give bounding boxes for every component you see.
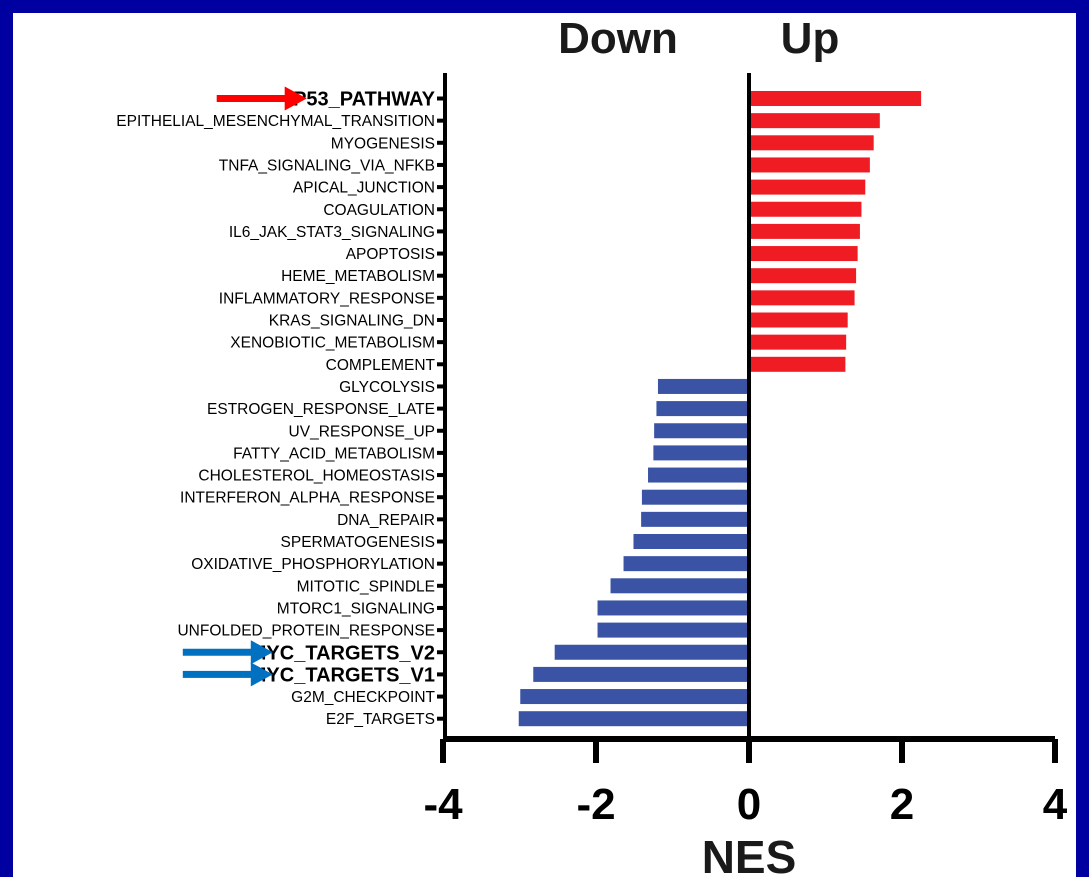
bar xyxy=(749,135,874,151)
arrow-shaft xyxy=(182,648,253,656)
x-tick-label: -4 xyxy=(423,780,463,829)
category-label: UNFOLDED_PROTEIN_RESPONSE xyxy=(177,623,435,640)
category-label: HEME_METABOLISM xyxy=(281,268,435,285)
x-tick-label: 4 xyxy=(1043,780,1068,829)
x-axis-title: NES xyxy=(702,831,797,877)
bar xyxy=(653,445,749,461)
bar xyxy=(597,600,749,616)
bar xyxy=(749,312,848,328)
bar xyxy=(749,356,846,372)
category-label: COMPLEMENT xyxy=(326,357,436,374)
category-label: CHOLESTEROL_HOMEOSTASIS xyxy=(198,468,435,485)
category-label: E2F_TARGETS xyxy=(326,711,435,728)
bar xyxy=(641,489,749,505)
highlight-arrow-icon xyxy=(182,662,273,687)
bar xyxy=(749,157,870,173)
category-label: MYOGENESIS xyxy=(331,135,435,152)
arrow-head xyxy=(250,640,273,665)
arrow-shaft xyxy=(216,95,287,102)
bar xyxy=(749,223,860,239)
nes-bar-chart: Down Up -4 -2 0 2 4 P53_PATHWAY EPITHELIAL_ME… xyxy=(116,14,1068,877)
category-label: GLYCOLYSIS xyxy=(339,379,435,396)
bar xyxy=(656,401,749,417)
category-label: INFLAMMATORY_RESPONSE xyxy=(219,290,435,307)
category-label: MTORC1_SIGNALING xyxy=(277,600,435,617)
header-down: Down xyxy=(558,14,678,63)
bar xyxy=(749,268,857,284)
bar xyxy=(623,556,749,572)
bar xyxy=(533,666,749,682)
bar xyxy=(648,467,749,483)
category-label: XENOBIOTIC_METABOLISM xyxy=(230,335,435,352)
bar xyxy=(657,378,749,394)
category-label: IL6_JAK_STAT3_SIGNALING xyxy=(229,224,435,241)
labels-layer: P53_PATHWAY EPITHELIAL_MESENCHYMAL_TRANSI… xyxy=(116,86,436,728)
category-label: P53_PATHWAY xyxy=(293,89,436,111)
highlight-arrow-icon xyxy=(216,86,307,111)
x-tick-label: -2 xyxy=(576,780,615,829)
bar xyxy=(633,534,749,549)
bar xyxy=(749,290,855,306)
x-tick-label: 0 xyxy=(737,780,761,829)
category-label: APOPTOSIS xyxy=(346,246,435,263)
x-tick-label: 2 xyxy=(890,780,914,829)
bar xyxy=(749,179,866,195)
category-label: UV_RESPONSE_UP xyxy=(289,423,435,440)
category-label: MYC_TARGETS_V2 xyxy=(250,642,435,664)
arrow-head xyxy=(284,86,307,111)
bar xyxy=(749,246,858,262)
axis-layer: -4 -2 0 2 4 xyxy=(423,73,1068,829)
bar xyxy=(641,511,749,527)
bar xyxy=(597,622,749,638)
highlight-arrow-icon xyxy=(182,640,273,665)
bar xyxy=(518,711,749,727)
category-label: SPERMATOGENESIS xyxy=(281,534,435,551)
category-label: MYC_TARGETS_V1 xyxy=(250,664,435,686)
arrow-head xyxy=(250,662,273,687)
category-label: FATTY_ACID_METABOLISM xyxy=(233,445,435,462)
category-label: MITOTIC_SPINDLE xyxy=(297,578,435,595)
category-label: ESTROGEN_RESPONSE_LATE xyxy=(207,401,435,418)
category-label: APICAL_JUNCTION xyxy=(293,180,435,197)
bar xyxy=(749,334,847,350)
bars-layer xyxy=(518,91,922,727)
category-label: G2M_CHECKPOINT xyxy=(291,689,435,706)
bar xyxy=(520,689,749,705)
category-label: KRAS_SIGNALING_DN xyxy=(269,313,435,330)
category-label: EPITHELIAL_MESENCHYMAL_TRANSITION xyxy=(116,113,435,130)
category-label: TNFA_SIGNALING_VIA_NFKB xyxy=(219,157,435,174)
bar xyxy=(610,578,749,594)
category-label: OXIDATIVE_PHOSPHORYLATION xyxy=(191,556,435,573)
arrow-shaft xyxy=(182,670,253,678)
header-up: Up xyxy=(781,14,840,63)
category-label: DNA_REPAIR xyxy=(337,512,435,529)
bar xyxy=(654,423,749,439)
category-label: COAGULATION xyxy=(323,202,435,219)
bar xyxy=(554,644,749,660)
category-label: INTERFERON_ALPHA_RESPONSE xyxy=(180,490,435,507)
slide-panel: Down Up -4 -2 0 2 4 P53_PATHWAY EPITHELIAL_ME… xyxy=(13,13,1076,877)
bar xyxy=(749,91,922,106)
bar xyxy=(749,113,880,129)
bar xyxy=(749,201,862,217)
